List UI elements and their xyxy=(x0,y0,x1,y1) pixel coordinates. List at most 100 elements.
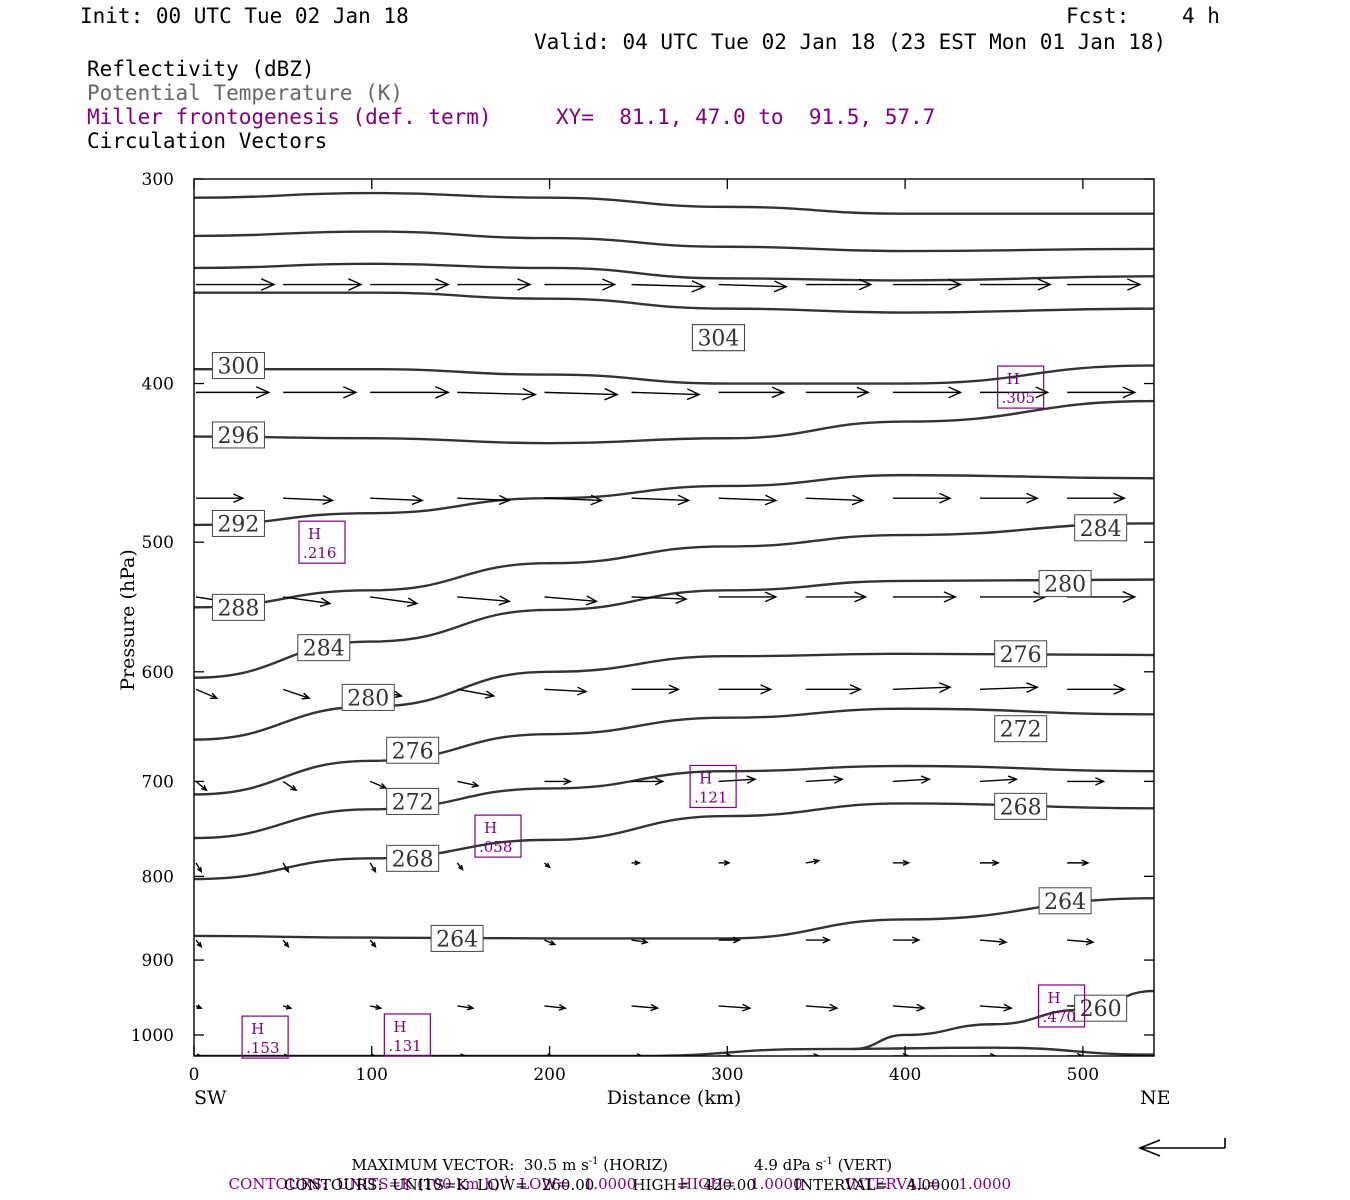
vector-head xyxy=(902,859,911,867)
x-tick-label: 0 xyxy=(189,1065,200,1085)
vector-head xyxy=(764,494,778,506)
vector-head xyxy=(650,1003,660,1012)
circulation-vector xyxy=(980,278,1052,291)
vector-shaft xyxy=(631,596,687,600)
circulation-vector xyxy=(979,682,1039,693)
maximum-value: .121 xyxy=(694,788,727,806)
circulation-vector xyxy=(980,591,1047,603)
maximum-symbol: H xyxy=(484,819,497,837)
vector-head xyxy=(1113,683,1127,695)
maximum-value: .470 xyxy=(1043,1008,1076,1026)
y-tick-label: 400 xyxy=(142,375,174,395)
vector-head xyxy=(371,866,377,874)
vector-head xyxy=(290,784,298,792)
vector-shaft xyxy=(631,1005,658,1009)
circulation-vector xyxy=(457,387,538,401)
vector-shaft xyxy=(892,1005,925,1009)
circulation-vector xyxy=(1156,591,1226,602)
circulation-vector xyxy=(805,386,870,399)
theta-contour-label: 260 xyxy=(1074,994,1128,1022)
vector-shaft xyxy=(631,497,689,502)
circulation-vector xyxy=(282,1004,293,1010)
vector-head xyxy=(634,860,642,866)
vector-head xyxy=(829,1003,839,1012)
vector-head xyxy=(726,1053,734,1056)
vector-head xyxy=(284,866,290,874)
vector-head xyxy=(201,785,208,792)
circulation-vector xyxy=(805,775,844,784)
vector-head xyxy=(1122,386,1137,399)
maximum-symbol: H xyxy=(699,769,712,787)
circulation-vector xyxy=(1067,777,1106,786)
maximum-box xyxy=(474,814,522,858)
maximum-symbol: H xyxy=(1048,989,1061,1007)
vector-head xyxy=(517,278,532,291)
circulation-vector xyxy=(892,859,911,867)
vector-shaft xyxy=(544,939,556,946)
circulation-vector xyxy=(456,862,464,871)
vector-shaft xyxy=(370,497,423,502)
circulation-vector xyxy=(457,688,496,699)
vector-head xyxy=(675,593,688,604)
vector-head xyxy=(938,682,952,693)
vector-head xyxy=(522,387,538,401)
circulation-vector xyxy=(195,688,219,699)
circulation-vector xyxy=(1156,493,1213,503)
vector-shaft xyxy=(892,778,930,783)
vector-head xyxy=(822,936,831,944)
vector-head xyxy=(576,686,588,696)
frontogenesis-maximum: H.058 xyxy=(474,814,522,858)
vector-head xyxy=(998,938,1008,946)
vector-head xyxy=(916,1003,926,1012)
circulation-vector xyxy=(370,386,450,399)
theta-label-text: 276 xyxy=(1000,643,1042,668)
valid-time: Valid: 04 UTC Tue 02 Jan 18 (23 EST Mon … xyxy=(534,30,1167,54)
theta-label-text: 304 xyxy=(697,327,739,352)
frontogenesis-maximum: H.305 xyxy=(997,365,1045,409)
maximum-box xyxy=(241,1015,289,1059)
vector-head xyxy=(498,494,512,506)
x-tick-label: 400 xyxy=(889,1065,921,1085)
circulation-vector xyxy=(457,494,512,506)
contours1-exponent: -1 xyxy=(499,1175,510,1186)
vector-head xyxy=(590,494,604,506)
vector-shaft xyxy=(370,1005,381,1009)
vector-shaft xyxy=(718,283,787,288)
vector-head xyxy=(283,1053,291,1056)
circulation-vector xyxy=(979,775,1019,784)
vector-head xyxy=(196,866,203,874)
y-tick-label: 500 xyxy=(142,533,174,553)
circulation-vector xyxy=(805,858,821,865)
vector-head xyxy=(1214,591,1226,602)
legend-reflectivity: Reflectivity (dBZ) xyxy=(87,57,315,81)
circulation-vector xyxy=(631,684,681,695)
y-tick-label: 700 xyxy=(142,772,174,792)
circulation-vector xyxy=(283,1053,291,1056)
theta-contour xyxy=(194,291,1154,314)
vector-head xyxy=(604,387,619,401)
theta-label-box xyxy=(211,509,265,537)
vector-head xyxy=(1216,279,1229,290)
theta-label-box xyxy=(430,924,484,952)
vector-head xyxy=(920,775,932,784)
vector-head xyxy=(393,690,404,699)
maximum-box xyxy=(997,365,1045,409)
legend-potential-temperature: Potential Temperature (K) xyxy=(87,81,404,105)
circulation-vector xyxy=(543,862,551,869)
y-axis-title: Pressure (hPa) xyxy=(117,549,139,691)
circulation-vector xyxy=(457,1004,475,1011)
vector-head xyxy=(196,1004,203,1009)
theta-label-box xyxy=(994,640,1048,668)
circulation-vector xyxy=(718,1003,752,1012)
circulation-vector xyxy=(195,1004,203,1009)
circulation-vector xyxy=(283,278,363,291)
vector-head xyxy=(771,386,786,399)
vector-head xyxy=(677,494,691,506)
vector-head xyxy=(723,860,731,866)
circulation-vector xyxy=(1156,279,1229,290)
theta-label-text: 268 xyxy=(392,847,434,872)
vector-shaft xyxy=(457,780,479,787)
circulation-vector xyxy=(1067,859,1090,867)
vector-head xyxy=(636,1053,644,1056)
